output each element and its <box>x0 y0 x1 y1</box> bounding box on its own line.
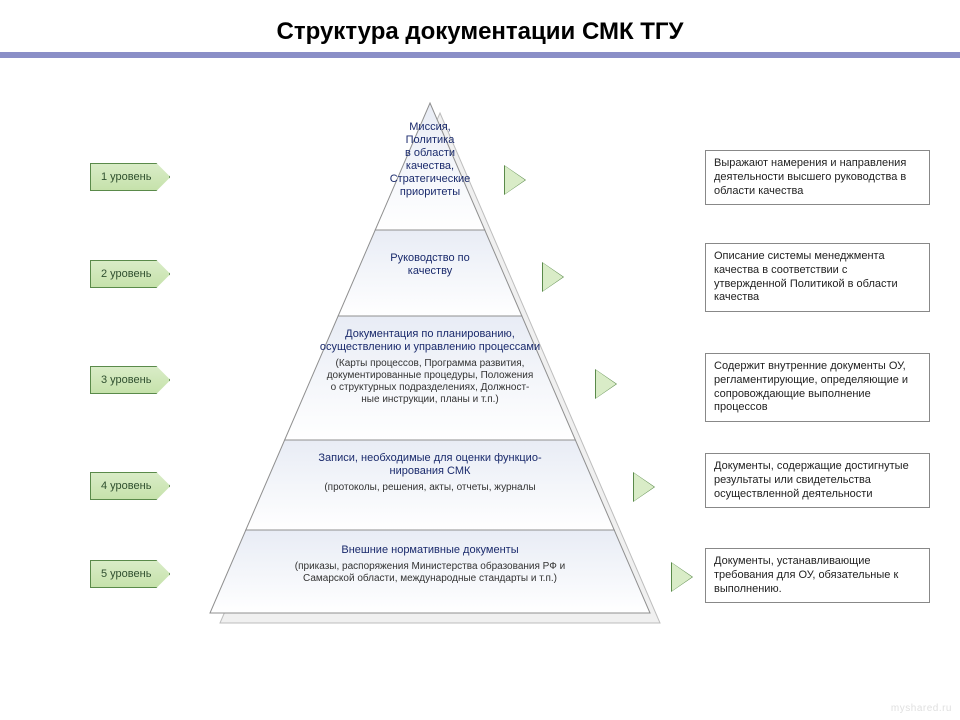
segment-title-line: приоритеты <box>400 186 460 198</box>
desc-box-2: Описание системы менеджмента качества в … <box>705 243 930 312</box>
desc-box-3: Содержит внутренние документы ОУ, реглам… <box>705 353 930 422</box>
segment-sub-line: Самарской области, международные стандар… <box>303 572 557 584</box>
desc-box-4: Документы, содержащие достигнутые резуль… <box>705 453 930 508</box>
segment-sub-line: (приказы, распоряжения Министерства обра… <box>295 560 565 572</box>
segment-title-line: качеству <box>408 265 453 277</box>
desc-box-5: Документы, устанавливающие требования дл… <box>705 548 930 603</box>
segment-title-line: Внешние нормативные документы <box>341 544 518 556</box>
segment-title-line: в области <box>405 147 455 159</box>
segment-title-line: качества, <box>406 160 454 172</box>
segment-title-line: Документация по планированию, <box>345 328 515 340</box>
page-title: Структура документации СМК ТГУ <box>0 0 960 52</box>
level-badge-5: 5 уровень <box>90 560 170 588</box>
segment-title-line: Руководство по <box>390 252 469 264</box>
segment-title-line: Миссия, <box>409 121 450 133</box>
level-badge-4: 4 уровень <box>90 472 170 500</box>
diagram-stage: Миссия,Политикав областикачества,Стратег… <box>0 58 960 718</box>
segment-sub-line: о структурных подразделениях, Должност- <box>331 382 530 393</box>
watermark: myshared.ru <box>891 703 952 714</box>
level-badge-1: 1 уровень <box>90 163 170 191</box>
segment-sub-line: (протоколы, решения, акты, отчеты, журна… <box>324 482 535 493</box>
level-badge-2: 2 уровень <box>90 260 170 288</box>
segment-title-line: Записи, необходимые для оценки функцио- <box>318 452 542 464</box>
arrow-icon <box>596 370 616 398</box>
segment-title-line: Стратегические <box>390 173 471 185</box>
arrow-icon <box>672 563 692 591</box>
arrow-icon <box>505 166 525 194</box>
level-badge-3: 3 уровень <box>90 366 170 394</box>
segment-sub-line: ные инструкции, планы и т.п.) <box>361 394 498 405</box>
segment-title-line: нирования СМК <box>390 465 472 477</box>
segment-title-line: Политика <box>406 134 456 146</box>
segment-sub-line: (Карты процессов, Программа развития, <box>336 358 525 369</box>
arrow-icon <box>634 473 654 501</box>
segment-title-line: осуществлению и управлению процессами <box>320 341 540 353</box>
segment-sub-line: документированные процедуры, Положения <box>327 370 534 381</box>
arrow-icon <box>543 263 563 291</box>
desc-box-1: Выражают намерения и направления деятель… <box>705 150 930 205</box>
